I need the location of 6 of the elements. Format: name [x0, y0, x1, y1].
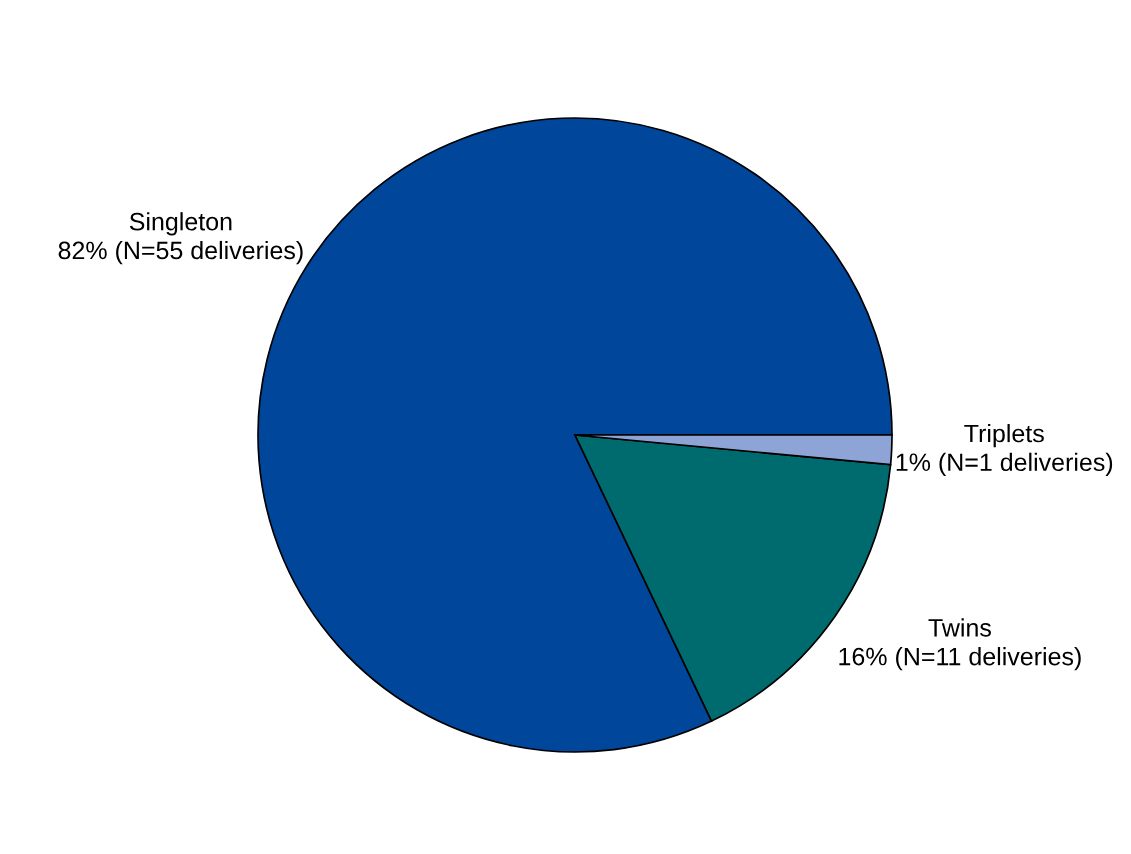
data-label: 16% (N=11 deliveries)	[839, 647, 1081, 671]
slice-label: Triplets	[964, 423, 1044, 448]
data-label: 1% (N=1 deliveries)	[896, 452, 1113, 477]
slice-label: Twins	[928, 618, 991, 637]
data-label: 82% (N=55 deliveries)	[58, 240, 303, 265]
slice-label: Singleton	[129, 212, 232, 236]
